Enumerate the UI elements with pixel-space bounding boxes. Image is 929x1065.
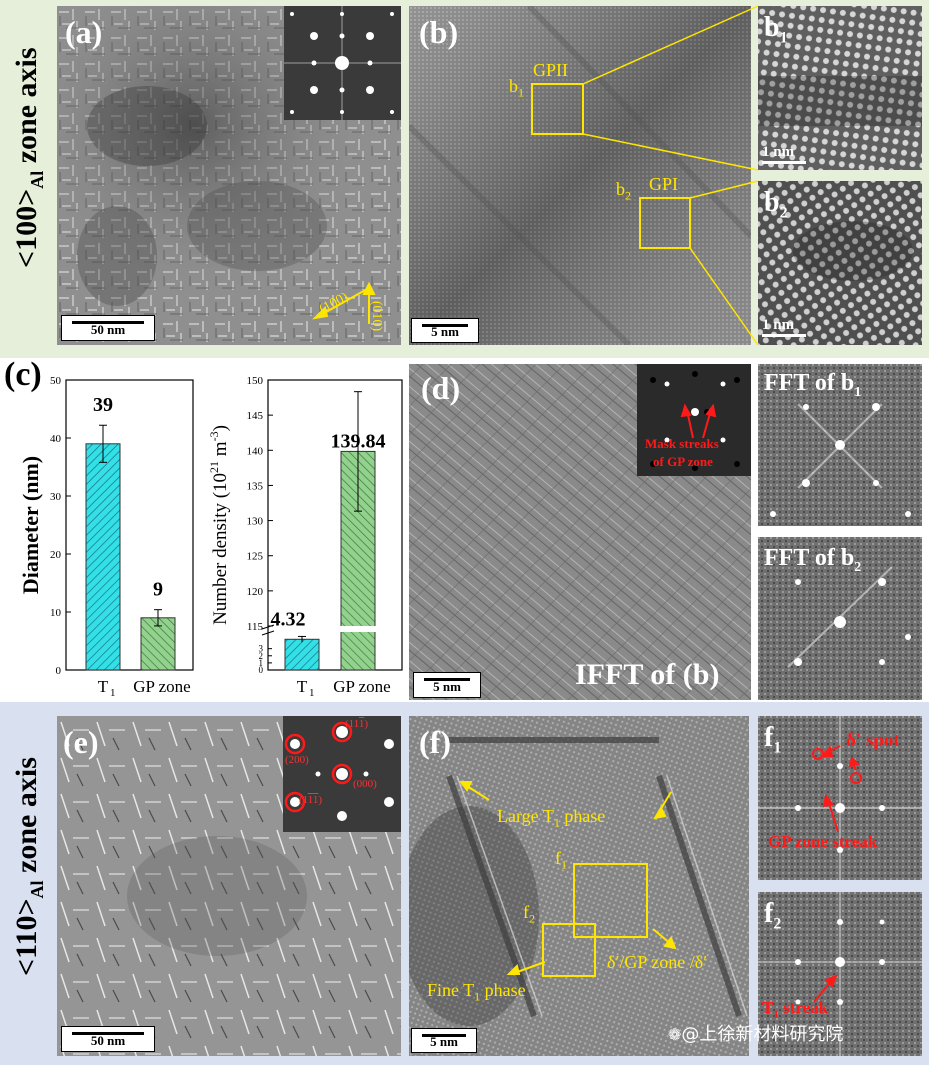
spot-label-000: (000) (353, 778, 377, 790)
chart2-ytick-label: 0 (259, 665, 264, 675)
ifft-title: IFFT of (b) (575, 658, 720, 691)
chart2-ylabel: Number density (1021 m-3) (207, 425, 231, 625)
panel-a-tem-image: (a) (100) (010) 50 nm (57, 6, 401, 345)
spot-label-11-1: (111) (345, 718, 369, 730)
chart1-ytick-label: 40 (50, 433, 62, 445)
chart1-ytick-label: 20 (50, 549, 62, 561)
panel-e-scalebar: 50 nm (61, 1026, 155, 1052)
large-t1-phase-label: Large T1 phase (497, 806, 606, 830)
panel-f2-fft: f2 T1 streak (758, 892, 922, 1056)
panel-b1-zoom: b1 1 nm (758, 6, 922, 170)
chart1-ytick-label: 0 (56, 665, 62, 677)
panel-fft-b2: FFT of b2 (758, 537, 922, 700)
fft-b1-label: FFT of b1 (764, 370, 862, 400)
chart2-axis-break (261, 624, 275, 630)
f2-box-tag: f2 (523, 902, 535, 926)
chart1-ytick-label: 30 (50, 491, 62, 503)
panel-a-texture (57, 6, 401, 345)
chart2-ytick-label: 115 (247, 621, 264, 633)
panel-d-scalebar: 5 nm (413, 672, 481, 698)
b1-box-tag: b1 (509, 76, 524, 100)
chart2-ytick-label: 130 (247, 516, 264, 528)
panel-b-scalebar: 5 nm (411, 318, 479, 343)
chart2-ytick-label: 2 (259, 651, 264, 661)
chart1-ylabel: Diameter (nm) (18, 456, 43, 594)
chart2-axis-break (261, 630, 275, 636)
chart2-ytick-label: 120 (247, 586, 264, 598)
chart2-ytick-label: 135 (247, 480, 264, 492)
chart1-xlabel-t1-sub: 1 (110, 687, 116, 699)
chart2-xlabel-t1: T (297, 677, 308, 696)
chart1-xlabel-gp: GP zone (133, 677, 190, 696)
zone-axis-label-bottom: <110>Al zone axis (10, 757, 47, 976)
direction-arrows (312, 281, 376, 324)
chart1-ytick-label: 50 (50, 375, 62, 387)
panel-f1-label: f1 (764, 722, 782, 757)
chart1-bar (140, 617, 176, 671)
panel-a-label: (a) (65, 14, 103, 50)
panel-f-label: (f) (419, 724, 451, 760)
panel-a-diffraction-inset (284, 6, 401, 120)
b2-box-tag: b2 (616, 179, 631, 203)
panel-e-tem-image: (111) (200) (000) (111) (e) 50 nm (57, 716, 401, 1056)
f1-box-tag: f1 (555, 848, 567, 872)
panel-a-scalebar: 50 nm (61, 315, 155, 341)
watermark: ❁@上徐新材料研究院 (668, 1024, 844, 1045)
panel-b1-label: b1 (764, 12, 788, 47)
mask-streaks-label-line2: of GP zone (653, 454, 713, 469)
chart2-ytick-label: 125 (247, 551, 264, 563)
panel-e-diffraction-inset: (111) (200) (000) (111) (283, 716, 401, 832)
panel-e-label: (e) (63, 724, 99, 760)
panel-b-hrtem-image: (b) GPII b1 GPI b2 5 nm (409, 6, 751, 345)
spot-label-1-11: (111) (299, 794, 323, 806)
panel-f2-label: f2 (764, 898, 782, 933)
paw-icon: ❁ (668, 1025, 682, 1044)
zoom-connector-lines (582, 5, 759, 346)
fft-b2-label: FFT of b2 (764, 545, 862, 575)
panel-d-label: (d) (421, 370, 461, 406)
delta-gp-zone-label: δ′/GP zone /δ′ (607, 952, 708, 972)
chart2-frame (267, 379, 403, 671)
chart1-data-label: 9 (153, 579, 163, 601)
fft-mask-inset: Mask streaks of GP zone (637, 364, 751, 476)
panel-f-hrtem-image: (f) Large T1 phase Fine T1 phase δ′/GP z… (409, 716, 749, 1056)
chart2-data-label: 4.32 (271, 608, 306, 630)
gp-zone-streak-label: GP zone streak (768, 832, 878, 851)
chart2-ytick-label: 1 (259, 658, 264, 668)
chart2-bar (284, 638, 320, 671)
chart2-xlabel-gp: GP zone (333, 677, 390, 696)
chart1-xlabel-t1: T (98, 677, 109, 696)
panel-b-label: (b) (419, 14, 459, 50)
chart1-data-label: 39 (93, 394, 113, 416)
gpii-label: GPII (533, 60, 568, 80)
chart2-xlabel-t1-sub: 1 (309, 687, 315, 699)
panel-f1-fft: f1 δ′ spot GP zone streak (758, 716, 922, 880)
panel-c-label: (c) (4, 356, 42, 393)
chart2-ytick-label: 3 (259, 644, 264, 654)
chart2-bar-break (339, 626, 377, 632)
gpi-label: GPI (649, 174, 679, 194)
panel-b2-zoom: b2 1 nm (758, 181, 922, 345)
panel-f-scalebar: 5 nm (411, 1028, 477, 1053)
t1-streak-label: T1 streak (762, 998, 829, 1021)
spot-label-200: (200) (285, 754, 309, 766)
panel-b2-scalebar: 1 nm (762, 317, 806, 337)
chart2-data-label: 139.84 (331, 431, 386, 453)
panel-b1-scalebar: 1 nm (762, 144, 806, 164)
chart1-bar (85, 443, 121, 671)
chart1-ytick-label: 10 (50, 607, 62, 619)
fine-t1-phase-label: Fine T1 phase (427, 980, 526, 1004)
chart2-ytick-label: 140 (247, 445, 264, 457)
chart2-ytick-label: 150 (247, 375, 264, 387)
chart2-ytick-label: 145 (247, 410, 264, 422)
panel-d-ifft-image: Mask streaks of GP zone (d) IFFT of (b) … (409, 364, 751, 700)
delta-spot-label: δ′ spot (846, 730, 900, 751)
mask-streaks-label-line1: Mask streaks (645, 436, 719, 451)
panel-b-texture (409, 6, 751, 345)
panel-b2-label: b2 (764, 187, 788, 222)
panel-fft-b1: FFT of b1 (758, 364, 922, 526)
